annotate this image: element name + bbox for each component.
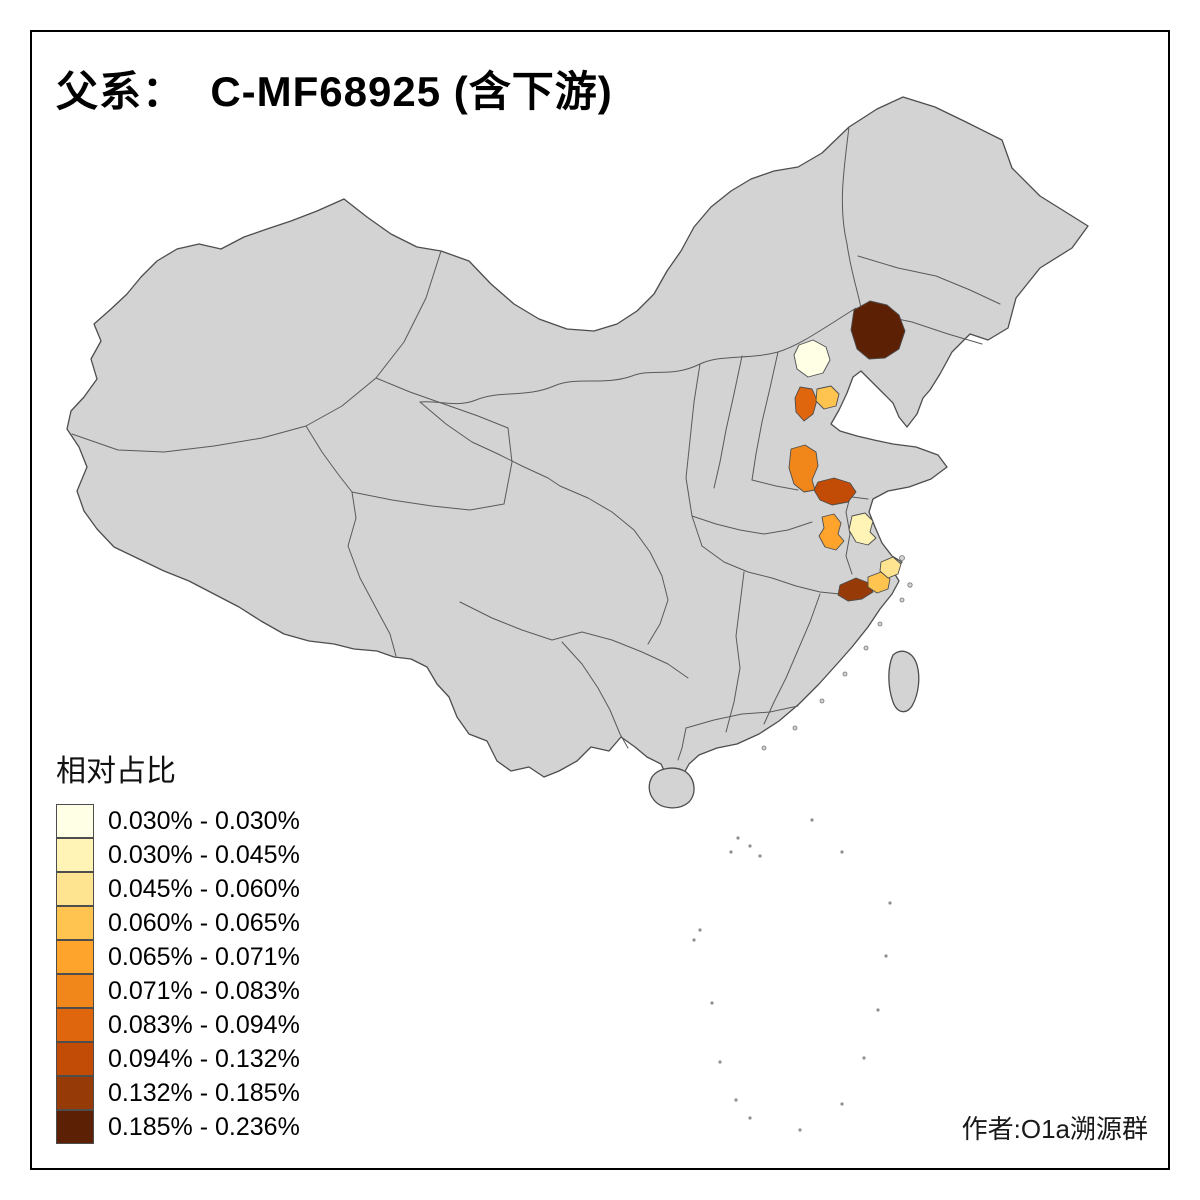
legend-item: 0.045% - 0.060% [56, 871, 300, 906]
map-region-colored [815, 385, 840, 410]
legend-item: 0.071% - 0.083% [56, 973, 300, 1008]
legend-swatch [56, 1041, 94, 1076]
legend-item: 0.185% - 0.236% [56, 1109, 300, 1144]
legend-swatch [56, 803, 94, 838]
legend-swatch [56, 1007, 94, 1042]
legend-label: 0.030% - 0.030% [108, 806, 300, 835]
attribution: 作者:O1a溯源群 [961, 1114, 1148, 1144]
china-mainland [66, 96, 1089, 790]
hainan-island [648, 767, 695, 809]
south-china-sea-islands [692, 818, 892, 1132]
legend-title: 相对占比 [56, 755, 176, 788]
map-region-colored [813, 477, 857, 506]
map-region-colored [850, 300, 906, 360]
map-region-colored [793, 339, 831, 378]
legend-label: 0.065% - 0.071% [108, 942, 300, 971]
legend-label: 0.045% - 0.060% [108, 874, 300, 903]
taiwan-island [888, 650, 920, 713]
legend-item: 0.060% - 0.065% [56, 905, 300, 940]
figure-title: 父系： C-MF68925 (含下游) [56, 68, 613, 115]
legend: 相对占比 0.030% - 0.030% 0.030% - 0.045% 0.0… [56, 746, 300, 1144]
legend-label: 0.132% - 0.185% [108, 1078, 300, 1107]
map-region-colored [794, 386, 818, 422]
map-region-colored [879, 556, 902, 579]
legend-item: 0.132% - 0.185% [56, 1075, 300, 1110]
legend-label: 0.071% - 0.083% [108, 976, 300, 1005]
landmass-group [66, 96, 1089, 809]
colored-regions [788, 300, 906, 602]
legend-item: 0.094% - 0.132% [56, 1041, 300, 1076]
legend-item: 0.030% - 0.030% [56, 803, 300, 838]
map-region-colored [818, 513, 845, 551]
province-borders [71, 126, 1001, 761]
legend-label: 0.060% - 0.065% [108, 908, 300, 937]
legend-item: 0.030% - 0.045% [56, 837, 300, 872]
legend-swatch [56, 1109, 94, 1144]
map-region-colored [837, 577, 874, 602]
map-region-colored [848, 512, 877, 546]
legend-label: 0.030% - 0.045% [108, 840, 300, 869]
map-region-colored [788, 444, 819, 493]
legend-swatch [56, 871, 94, 906]
legend-swatch [56, 905, 94, 940]
legend-swatch [56, 1075, 94, 1110]
coastal-islands [761, 555, 913, 751]
legend-label: 0.083% - 0.094% [108, 1010, 300, 1039]
legend-label: 0.185% - 0.236% [108, 1112, 300, 1141]
legend-label: 0.094% - 0.132% [108, 1044, 300, 1073]
legend-swatch [56, 939, 94, 974]
legend-item: 0.083% - 0.094% [56, 1007, 300, 1042]
legend-swatch [56, 973, 94, 1008]
legend-swatch [56, 837, 94, 872]
legend-item: 0.065% - 0.071% [56, 939, 300, 974]
